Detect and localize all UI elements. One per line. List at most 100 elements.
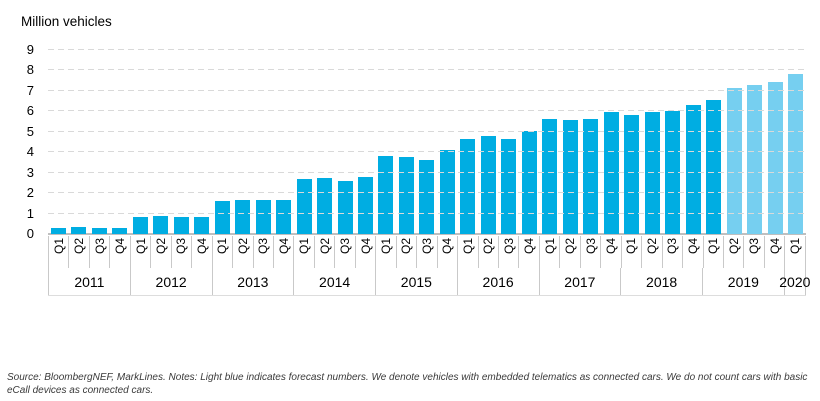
gridline-3	[48, 171, 806, 173]
x-tick-label-quarter: Q4	[358, 238, 373, 255]
x-tick-label-quarter: Q4	[194, 238, 209, 255]
bar-2018-Q4	[685, 104, 701, 234]
bar-2012-Q1	[132, 216, 148, 234]
y-tick-label-3: 3	[26, 164, 34, 180]
x-tick-cell-2016-Q4: Q4	[519, 236, 540, 268]
x-tick-label-quarter: Q3	[419, 238, 434, 255]
y-tick-label-9: 9	[26, 42, 34, 57]
bar-slot-2016-Q2	[478, 50, 498, 234]
x-tick-label-quarter: Q4	[767, 238, 782, 255]
x-tick-cell-2018-Q2: Q2	[642, 236, 663, 268]
bar-slot-2013-Q1	[212, 50, 232, 234]
bar-slot-2013-Q2	[232, 50, 252, 234]
plot-area	[48, 49, 806, 235]
x-tick-label-year: 2013	[237, 273, 269, 290]
x-tick-label-quarter: Q2	[317, 238, 332, 255]
bar-2012-Q2	[153, 216, 169, 234]
x-tick-label-quarter: Q2	[644, 238, 659, 255]
x-tick-label-quarter: Q2	[726, 238, 741, 255]
x-tick-label-quarter: Q3	[256, 238, 271, 255]
x-tick-cell-2018-Q3: Q3	[663, 236, 684, 268]
bar-slot-2019-Q4	[765, 50, 785, 234]
x-tick-cell-2017-Q2: Q2	[560, 236, 581, 268]
bar-slot-2011-Q2	[68, 50, 88, 234]
x-tick-label-quarter: Q2	[72, 238, 87, 255]
x-tick-cell-2011-Q1: Q1	[48, 236, 70, 268]
bar-2017-Q3	[583, 119, 599, 234]
bar-2017-Q1	[542, 118, 558, 234]
x-tick-label-quarter: Q2	[399, 238, 414, 255]
bar-2016-Q3	[501, 138, 517, 234]
x-tick-cell-2011-Q3: Q3	[90, 236, 111, 268]
x-tick-cell-2013-Q1: Q1	[213, 236, 234, 268]
x-tick-label-quarter: Q3	[174, 238, 189, 255]
x-tick-cell-2017-Q1: Q1	[540, 236, 561, 268]
x-tick-cell-2012-Q1: Q1	[131, 236, 152, 268]
year-cell-2012: 2012	[131, 268, 213, 295]
year-cell-2019: 2019	[703, 268, 785, 295]
x-tick-label-quarter: Q1	[788, 238, 803, 255]
gridline-1	[48, 212, 806, 214]
year-cell-2011: 2011	[48, 268, 131, 295]
bar-slot-2018-Q1	[622, 50, 642, 234]
x-tick-label-year: 2017	[564, 273, 596, 290]
x-tick-cell-2018-Q1: Q1	[622, 236, 643, 268]
bar-slot-2019-Q2	[724, 50, 744, 234]
x-tick-label-quarter: Q1	[460, 238, 475, 255]
x-tick-label-quarter: Q3	[501, 238, 516, 255]
bar-2020-Q1-forecast	[788, 74, 804, 234]
bar-slot-2012-Q2	[150, 50, 170, 234]
bar-2014-Q2	[317, 177, 333, 234]
bar-slot-2011-Q3	[89, 50, 109, 234]
gridline-6	[48, 110, 806, 112]
x-tick-cell-2019-Q2: Q2	[724, 236, 745, 268]
year-cell-2014: 2014	[294, 268, 376, 295]
bar-2015-Q1	[378, 156, 394, 234]
bar-slot-2015-Q2	[396, 50, 416, 234]
y-tick-label-6: 6	[26, 103, 34, 119]
x-tick-cell-2013-Q3: Q3	[254, 236, 274, 268]
bar-slot-2019-Q1	[704, 50, 724, 234]
bar-slot-2018-Q3	[663, 50, 683, 234]
x-axis-line	[48, 233, 806, 235]
x-tick-cell-2020-Q1: Q1	[785, 236, 806, 268]
bar-2019-Q2-forecast	[726, 88, 742, 234]
source-footnote: Source: BloombergNEF, MarkLines. Notes: …	[7, 372, 808, 397]
x-tick-cell-2015-Q1: Q1	[376, 236, 397, 268]
x-tick-cell-2019-Q4: Q4	[765, 236, 786, 268]
bar-slot-2020-Q1	[785, 50, 805, 234]
x-tick-cell-2011-Q2: Q2	[69, 236, 90, 268]
y-tick-label-0: 0	[26, 226, 34, 241]
x-tick-label-quarter: Q1	[133, 238, 148, 255]
bar-slot-2012-Q1	[130, 50, 150, 234]
x-tick-label-quarter: Q2	[153, 238, 168, 255]
bar-slot-2017-Q4	[601, 50, 621, 234]
bar-slot-2015-Q3	[417, 50, 437, 234]
year-label-row: 2011 2012 2013 2014 2015 2016 2017 2018 2019 2020	[48, 268, 810, 296]
x-tick-cell-2014-Q3: Q3	[335, 236, 356, 268]
x-tick-label-year: 2019	[727, 273, 759, 290]
bar-2015-Q2	[398, 157, 414, 234]
bar-2017-Q4	[603, 111, 619, 234]
bar-slot-2011-Q1	[48, 50, 68, 234]
x-tick-label-quarter: Q3	[747, 238, 762, 255]
bar-series	[48, 50, 806, 234]
bar-slot-2016-Q1	[458, 50, 478, 234]
x-tick-label-year: 2018	[646, 273, 678, 290]
bar-slot-2014-Q3	[335, 50, 355, 234]
year-cell-2017: 2017	[540, 268, 622, 295]
x-tick-cell-2015-Q4: Q4	[438, 236, 459, 268]
x-tick-label-quarter: Q2	[235, 238, 250, 255]
x-tick-cell-2013-Q4: Q4	[274, 236, 295, 268]
x-tick-cell-2019-Q3: Q3	[744, 236, 765, 268]
x-tick-label-quarter: Q4	[113, 238, 128, 255]
x-tick-cell-2016-Q2: Q2	[479, 236, 499, 268]
y-tick-label-1: 1	[26, 205, 34, 221]
bar-2014-Q4	[358, 177, 373, 234]
bar-slot-2012-Q4	[191, 50, 211, 234]
year-cell-2015: 2015	[376, 268, 458, 295]
bar-slot-2012-Q3	[171, 50, 191, 234]
bar-2015-Q3	[419, 159, 435, 234]
bar-slot-2017-Q3	[581, 50, 601, 234]
